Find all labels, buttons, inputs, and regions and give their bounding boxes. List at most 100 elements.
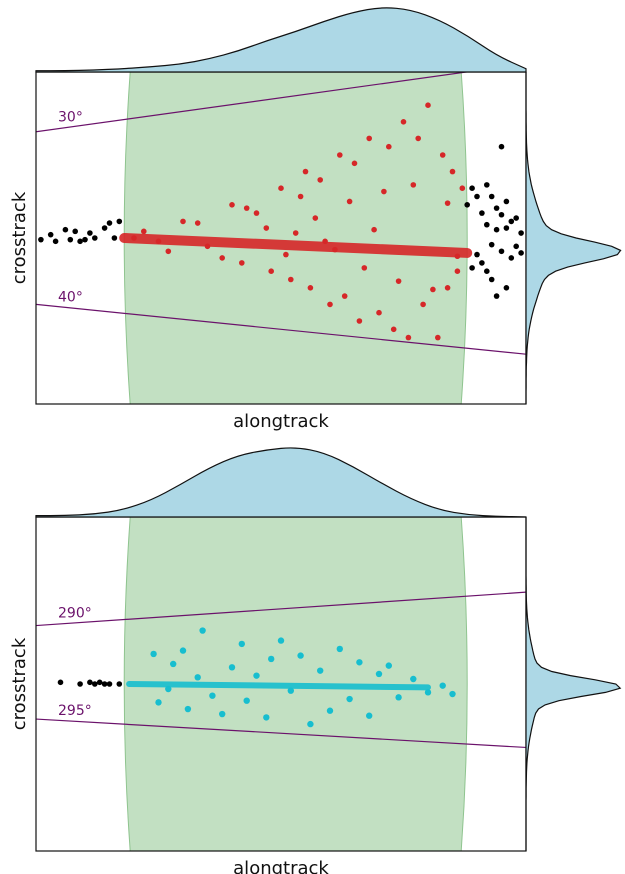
outside-point	[101, 681, 108, 687]
main-point	[332, 246, 338, 253]
main-point	[361, 265, 368, 271]
main-point	[337, 152, 343, 158]
outside-point	[493, 226, 500, 233]
main-point	[376, 309, 382, 316]
chart-panel-2: 290° 295° alongtrack crosstrack	[9, 447, 622, 874]
isoline-label-1: 290°	[58, 606, 92, 622]
main-point	[307, 720, 314, 728]
main-point	[209, 692, 216, 699]
main-point	[424, 689, 432, 696]
outside-point	[518, 250, 524, 256]
main-point	[239, 260, 245, 266]
outside-point	[479, 210, 485, 216]
main-point	[243, 205, 250, 211]
main-point	[194, 674, 201, 681]
outside-point	[96, 679, 103, 686]
main-point	[307, 285, 314, 291]
outside-point	[464, 202, 471, 208]
outside-point	[38, 236, 44, 243]
main-point	[297, 193, 304, 200]
outside-point	[52, 238, 59, 245]
main-point	[253, 672, 260, 679]
swath-band	[123, 72, 468, 404]
isoline-label-2: 295°	[58, 703, 92, 719]
outside-point	[498, 211, 505, 218]
main-point	[155, 699, 162, 706]
main-point	[238, 640, 245, 648]
main-point	[312, 215, 319, 221]
main-point	[277, 637, 285, 644]
main-point	[410, 182, 417, 188]
main-point	[263, 714, 270, 721]
right-marginal-density	[525, 72, 622, 404]
main-point	[444, 200, 451, 206]
plot-area	[36, 517, 526, 851]
isoline-1	[36, 72, 471, 133]
outside-point	[92, 681, 98, 687]
main-point	[444, 285, 451, 291]
main-point	[346, 695, 353, 703]
main-point	[317, 177, 324, 183]
x-axis-label: alongtrack	[233, 858, 329, 874]
main-point	[435, 334, 441, 341]
outside-point	[498, 143, 505, 150]
main-point	[366, 712, 373, 719]
outside-point	[513, 215, 519, 221]
plot-area	[36, 72, 526, 404]
main-point	[327, 301, 333, 308]
main-point	[179, 647, 187, 654]
main-point	[375, 670, 383, 678]
main-point	[287, 687, 294, 694]
outside-point	[508, 218, 515, 225]
main-point	[317, 667, 324, 674]
isoline-2	[36, 303, 526, 355]
dense-core	[119, 233, 473, 258]
outside-point	[488, 193, 495, 200]
outside-point	[67, 236, 74, 243]
main-point	[449, 168, 456, 175]
outside-point	[503, 198, 510, 205]
main-point	[302, 168, 309, 175]
main-point	[268, 655, 275, 663]
main-point	[288, 276, 294, 283]
main-point	[326, 707, 334, 714]
outside-point	[101, 225, 108, 231]
isoline-label-2: 40°	[58, 289, 83, 305]
isoline-2	[36, 718, 526, 749]
main-point	[150, 650, 157, 658]
outside-point	[503, 285, 510, 291]
main-point	[400, 119, 407, 125]
outside-point	[62, 226, 69, 233]
outside-point	[57, 679, 64, 686]
main-point	[263, 225, 270, 231]
main-point	[184, 705, 192, 713]
main-point	[278, 185, 284, 191]
y-axis-label: crosstrack	[9, 191, 30, 284]
outside-point	[116, 681, 123, 687]
main-point	[199, 627, 206, 634]
main-point	[439, 682, 446, 689]
outside-point	[488, 276, 495, 283]
main-point	[322, 238, 328, 245]
main-point	[415, 135, 422, 142]
main-point	[268, 268, 275, 275]
main-point	[390, 326, 397, 333]
main-point	[180, 218, 186, 225]
outside-point	[469, 185, 475, 191]
outside-point	[474, 193, 480, 200]
outside-point	[484, 268, 490, 275]
top-marginal-density	[35, 7, 527, 73]
outside-point	[518, 230, 524, 236]
main-point	[219, 710, 226, 718]
outside-point	[493, 205, 500, 211]
main-point	[194, 220, 201, 226]
outside-point	[498, 248, 505, 255]
main-point	[459, 185, 466, 191]
main-point	[371, 226, 377, 233]
outside-point	[106, 220, 113, 226]
main-point	[141, 228, 147, 235]
main-point	[292, 230, 299, 236]
y-axis-label: crosstrack	[9, 637, 30, 730]
outside-point	[479, 260, 485, 266]
chart-panel-1: 30° 40° alongtrack crosstrack	[9, 7, 622, 432]
